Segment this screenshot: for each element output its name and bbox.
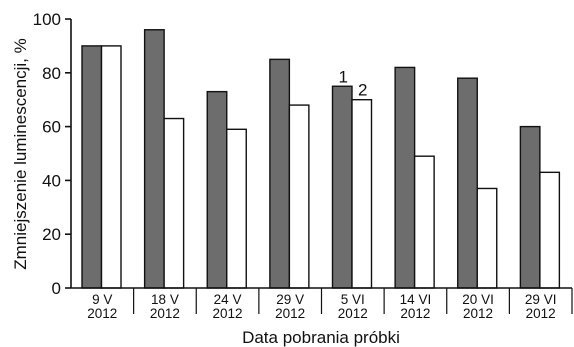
bar-series-2 (413, 155, 435, 289)
bar-series-1 (81, 45, 103, 289)
x-tick-label: 2012 (338, 306, 368, 321)
bar-series-2 (163, 117, 185, 289)
y-ticks: 0 20 40 60 80 100 (33, 10, 71, 298)
bar-series-1 (143, 29, 165, 289)
bar-series-2 (539, 171, 561, 289)
x-tick-label: 2012 (150, 306, 180, 321)
bar-series-1 (457, 77, 478, 289)
series-markers: 12 (339, 67, 368, 99)
y-tick-label: 0 (52, 279, 61, 298)
x-tick-label: 29 VI (525, 292, 557, 307)
bar-series-1 (394, 66, 416, 289)
x-tick-label: 2012 (526, 306, 556, 321)
x-tick-label: 2012 (87, 306, 117, 321)
x-tick-label: 9 V (92, 292, 112, 307)
x-tick-label: 24 V (214, 292, 242, 307)
y-tick-label: 20 (42, 225, 61, 244)
bar-series-2 (100, 45, 122, 289)
bar-series-2 (476, 187, 498, 289)
x-tick-label: 18 V (151, 292, 179, 307)
x-tick-label: 14 VI (400, 292, 432, 307)
y-tick-label: 40 (42, 171, 61, 190)
series-marker-label: 2 (358, 81, 367, 100)
x-tick-label: 2012 (275, 306, 305, 321)
bar-series-1 (331, 85, 353, 289)
x-tick-label: 29 V (276, 292, 304, 307)
x-tick-label: 2012 (400, 306, 430, 321)
y-tick-label: 80 (42, 64, 61, 83)
bar-series-1 (206, 90, 228, 289)
bar-series-1 (519, 125, 541, 289)
bars (81, 29, 561, 289)
bar-series-2 (226, 128, 247, 289)
bar-series-2 (351, 98, 373, 289)
y-tick-label: 100 (33, 10, 61, 29)
series-marker-label: 1 (339, 67, 348, 86)
y-tick-label: 60 (42, 118, 61, 137)
x-tick-label: 5 VI (341, 292, 365, 307)
x-tick-label: 2012 (463, 306, 493, 321)
x-tick-label: 20 VI (462, 292, 494, 307)
x-axis-title: Data pobrania próbki (242, 328, 400, 347)
bar-series-1 (269, 58, 291, 289)
y-axis-title: Zmniejszenie luminescencji, % (11, 38, 30, 269)
bar-series-2 (288, 104, 310, 289)
x-tick-label: 2012 (213, 306, 243, 321)
